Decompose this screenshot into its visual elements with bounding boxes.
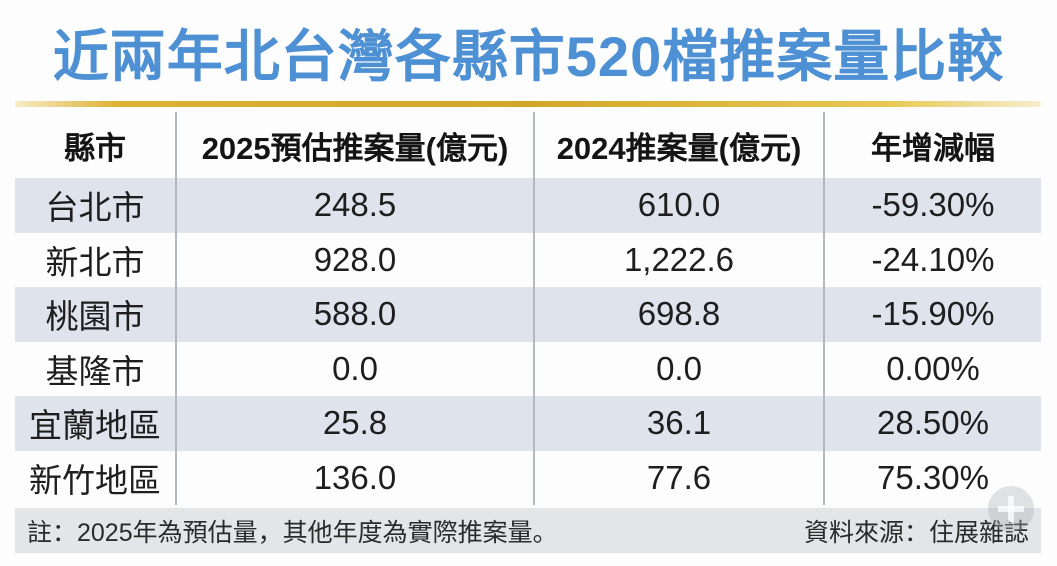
table-row: 桃園市 588.0 698.8 -15.90%: [15, 287, 1041, 342]
value-2024-cell: 1,222.6: [533, 232, 823, 287]
city-cell: 新竹地區: [29, 461, 161, 499]
city-cell: 基隆市: [45, 352, 145, 390]
plus-vertical-bar: [1008, 496, 1014, 522]
value-2025-cell: 25.8: [175, 396, 533, 451]
column-header-yoy: 年增減幅: [823, 112, 1041, 178]
column-header-2025: 2025預估推案量(億元): [175, 112, 533, 178]
column-header-city: 縣市: [64, 130, 126, 166]
value-2024-cell: 698.8: [533, 287, 823, 342]
table-header-row: 縣市 2025預估推案量(億元) 2024推案量(億元) 年增減幅: [15, 112, 1041, 178]
watermark-plus-icon: [988, 486, 1034, 532]
yoy-cell: -15.90%: [823, 287, 1041, 342]
source-text: 資料來源：住展雜誌: [803, 518, 1029, 547]
table-row: 宜蘭地區 25.8 36.1 28.50%: [15, 396, 1041, 451]
value-2025-cell: 588.0: [175, 287, 533, 342]
value-2024-cell: 0.0: [533, 341, 823, 396]
value-2025-cell: 928.0: [175, 232, 533, 287]
yoy-cell: 0.00%: [823, 341, 1041, 396]
page-title: 近兩年北台灣各縣市520檔推案量比較: [52, 25, 1005, 88]
yoy-cell: 28.50%: [823, 396, 1041, 451]
value-2025-cell: 248.5: [175, 178, 533, 233]
table-row: 台北市 248.5 610.0 -59.30%: [15, 178, 1041, 233]
footer-band: 註：2025年為預估量，其他年度為實際推案量。 資料來源：住展雜誌: [15, 508, 1041, 553]
value-2024-cell: 77.6: [533, 450, 823, 505]
yoy-cell: 75.30%: [823, 450, 1041, 505]
yoy-cell: -59.30%: [823, 178, 1041, 233]
value-2024-cell: 36.1: [533, 396, 823, 451]
table-row: 基隆市 0.0 0.0 0.00%: [15, 341, 1041, 396]
table-row: 新北市 928.0 1,222.6 -24.10%: [15, 232, 1041, 287]
value-2025-cell: 136.0: [175, 450, 533, 505]
city-cell: 新北市: [45, 243, 145, 281]
title-underline: [15, 101, 1041, 107]
value-2024-cell: 610.0: [533, 178, 823, 233]
table-row: 新竹地區 136.0 77.6 75.30%: [15, 450, 1041, 505]
city-cell: 桃園市: [45, 298, 145, 336]
data-table: 縣市 2025預估推案量(億元) 2024推案量(億元) 年增減幅 台北市 24…: [15, 112, 1041, 505]
value-2025-cell: 0.0: [175, 341, 533, 396]
column-header-2024: 2024推案量(億元): [533, 112, 823, 178]
footnote-text: 註：2025年為預估量，其他年度為實際推案量。: [27, 518, 558, 547]
yoy-cell: -24.10%: [823, 232, 1041, 287]
city-cell: 台北市: [45, 189, 145, 227]
city-cell: 宜蘭地區: [29, 407, 161, 445]
